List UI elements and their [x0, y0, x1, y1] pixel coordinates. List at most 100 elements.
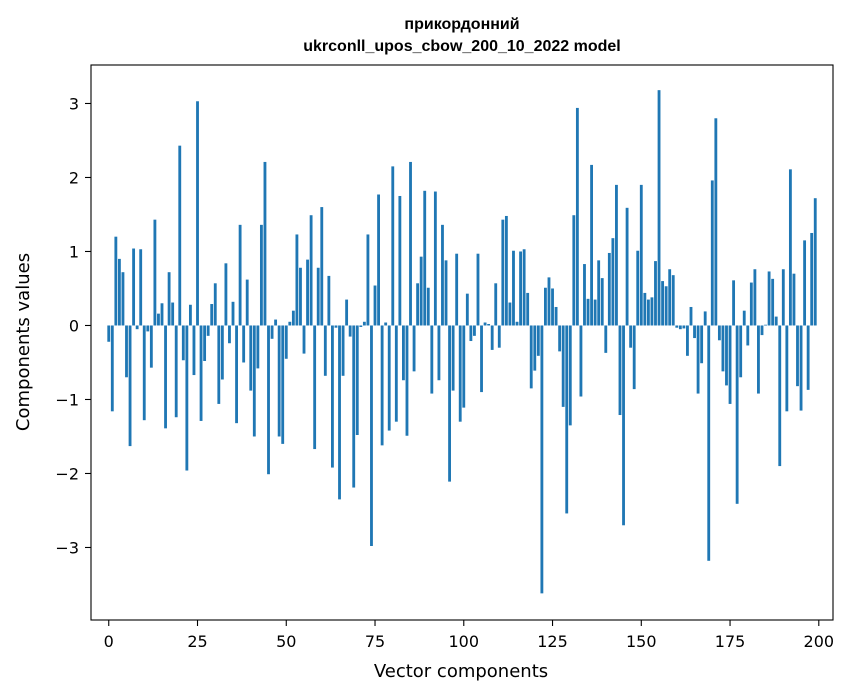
bar-27 [203, 325, 207, 361]
chart-subtitle: ukrconll_upos_cbow_200_10_2022 model [303, 38, 620, 55]
bar-31 [217, 325, 221, 404]
bar-38 [242, 325, 246, 363]
bar-152 [646, 299, 650, 326]
bar-174 [725, 325, 728, 386]
x-tick-label: 175 [715, 632, 746, 651]
bar-69 [352, 325, 356, 488]
bar-33 [224, 263, 228, 326]
bar-137 [593, 299, 597, 326]
bar-45 [267, 325, 270, 475]
bar-52 [291, 310, 295, 326]
bar-181 [749, 282, 753, 326]
bar-140 [604, 325, 608, 353]
bar-83 [402, 325, 405, 381]
x-tick-label: 200 [804, 632, 835, 651]
bar-9 [139, 249, 143, 326]
bar-70 [355, 325, 359, 435]
bar-187 [771, 278, 775, 326]
bar-32 [220, 325, 224, 380]
bar-151 [643, 292, 647, 326]
x-tick-label: 50 [276, 632, 296, 651]
bar-51 [288, 321, 292, 326]
bar-5 [125, 325, 128, 378]
bar-167 [700, 325, 704, 364]
bar-84 [405, 325, 409, 436]
bar-110 [497, 325, 501, 348]
bar-65 [338, 325, 341, 500]
bar-59 [316, 267, 320, 326]
bar-50 [284, 325, 288, 359]
x-tick-label: 25 [187, 632, 207, 651]
bar-183 [757, 325, 760, 394]
bar-142 [611, 238, 615, 326]
bar-8 [135, 325, 139, 330]
bar-42 [256, 325, 260, 369]
bar-3 [117, 258, 121, 326]
bar-141 [607, 252, 611, 326]
x-axis-ticks: 0 25 50 75 100 125 150 175 200 [104, 620, 834, 651]
bar-156 [661, 281, 665, 326]
bar-19 [174, 325, 178, 418]
bar-46 [270, 325, 274, 339]
bar-199 [813, 198, 817, 326]
x-tick-label: 150 [626, 632, 657, 651]
bar-77 [380, 325, 384, 446]
bar-112 [504, 215, 508, 326]
bar-133 [579, 325, 583, 397]
bar-36 [235, 325, 238, 424]
bar-172 [717, 325, 721, 341]
bar-22 [185, 325, 189, 471]
bar-171 [714, 118, 718, 326]
y-tick-label: −2 [55, 464, 79, 483]
bar-138 [597, 260, 601, 326]
bar-44 [263, 161, 267, 326]
bar-116 [519, 251, 522, 326]
bar-160 [675, 325, 679, 328]
bar-39 [245, 279, 249, 326]
y-tick-label: 3 [69, 94, 79, 113]
bar-68 [348, 325, 352, 337]
bar-117 [522, 249, 526, 326]
bar-188 [774, 316, 778, 326]
bar-98 [455, 253, 459, 326]
bar-182 [753, 269, 757, 326]
bar-12 [149, 325, 153, 368]
bar-49 [281, 325, 285, 444]
bar-155 [657, 90, 661, 326]
bar-170 [710, 180, 714, 326]
bar-162 [682, 325, 686, 329]
bar-67 [345, 299, 349, 326]
bar-13 [153, 219, 157, 326]
bar-79 [387, 325, 391, 431]
bar-56 [306, 259, 309, 326]
bar-25 [196, 101, 199, 326]
bar-90 [426, 287, 430, 326]
bar-106 [483, 322, 487, 326]
bar-102 [469, 325, 473, 342]
bar-73 [366, 234, 370, 326]
bar-186 [767, 271, 771, 326]
bar-115 [515, 321, 519, 326]
bar-163 [686, 325, 689, 356]
bar-47 [274, 319, 278, 326]
bar-62 [327, 275, 331, 326]
bar-192 [788, 169, 792, 326]
bar-111 [501, 219, 505, 326]
bar-104 [476, 253, 480, 326]
bar-153 [650, 297, 654, 326]
bar-80 [391, 166, 395, 326]
bar-120 [533, 325, 537, 371]
bar-71 [359, 325, 363, 327]
bar-34 [228, 325, 231, 344]
bar-63 [331, 325, 334, 468]
bar-126 [554, 306, 558, 326]
bar-161 [678, 325, 682, 330]
bar-41 [252, 325, 256, 437]
bar-146 [625, 207, 629, 326]
bar-99 [458, 325, 462, 422]
bar-92 [433, 191, 437, 326]
bar-23 [188, 304, 192, 326]
bar-135 [586, 298, 590, 326]
